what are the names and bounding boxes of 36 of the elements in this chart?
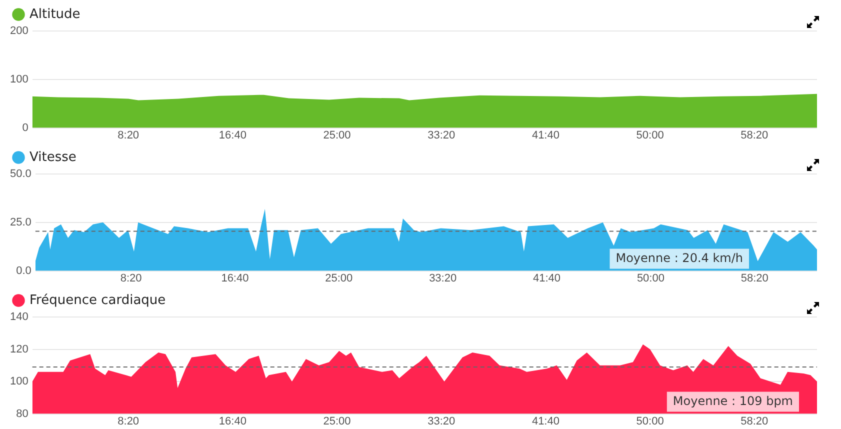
x-tick-label: 50:00 bbox=[636, 415, 664, 428]
x-tick-label: 58:20 bbox=[740, 415, 768, 428]
x-tick-label: 25:00 bbox=[323, 129, 351, 142]
x-tick-label: 41:40 bbox=[532, 415, 560, 428]
x-tick-label: 58:20 bbox=[740, 129, 768, 142]
y-tick-label: 80 bbox=[16, 408, 28, 420]
y-tick-label: 100 bbox=[10, 73, 28, 86]
x-tick-label: 50:00 bbox=[636, 272, 664, 284]
y-tick-label: 200 bbox=[10, 25, 28, 38]
y-tick-label: 0.0 bbox=[16, 264, 32, 277]
y-tick-label: 120 bbox=[10, 343, 28, 356]
x-tick-label: 33:20 bbox=[428, 415, 456, 428]
legend-label: Altitude bbox=[30, 6, 80, 22]
x-tick-label: 16:40 bbox=[221, 272, 249, 284]
x-tick-label: 25:00 bbox=[323, 415, 351, 428]
ref-line-label: Moyenne : 20.4 km/h bbox=[616, 250, 743, 265]
x-tick-label: 25:00 bbox=[325, 272, 353, 284]
ref-line-label: Moyenne : 109 bpm bbox=[672, 394, 794, 408]
x-tick-label: 58:20 bbox=[740, 272, 768, 284]
x-tick-label: 16:40 bbox=[218, 129, 246, 142]
x-tick-label: 8:20 bbox=[120, 272, 142, 284]
x-tick-label: 50:00 bbox=[636, 129, 664, 142]
x-tick-label: 33:20 bbox=[428, 129, 456, 142]
x-tick-label: 16:40 bbox=[218, 415, 246, 428]
legend-label: Fréquence cardiaque bbox=[30, 292, 166, 308]
y-tick-label: 50.0 bbox=[10, 168, 32, 180]
y-tick-label: 100 bbox=[10, 376, 28, 388]
y-tick-label: 0 bbox=[22, 122, 28, 134]
legend-label: Vitesse bbox=[30, 150, 76, 165]
y-tick-label: 25.0 bbox=[10, 216, 32, 228]
x-tick-label: 41:40 bbox=[532, 129, 560, 142]
x-tick-label: 8:20 bbox=[118, 415, 140, 428]
y-tick-label: 140 bbox=[10, 311, 28, 324]
x-tick-label: 8:20 bbox=[118, 129, 140, 142]
x-tick-label: 33:20 bbox=[429, 272, 457, 284]
x-tick-label: 41:40 bbox=[533, 272, 561, 284]
